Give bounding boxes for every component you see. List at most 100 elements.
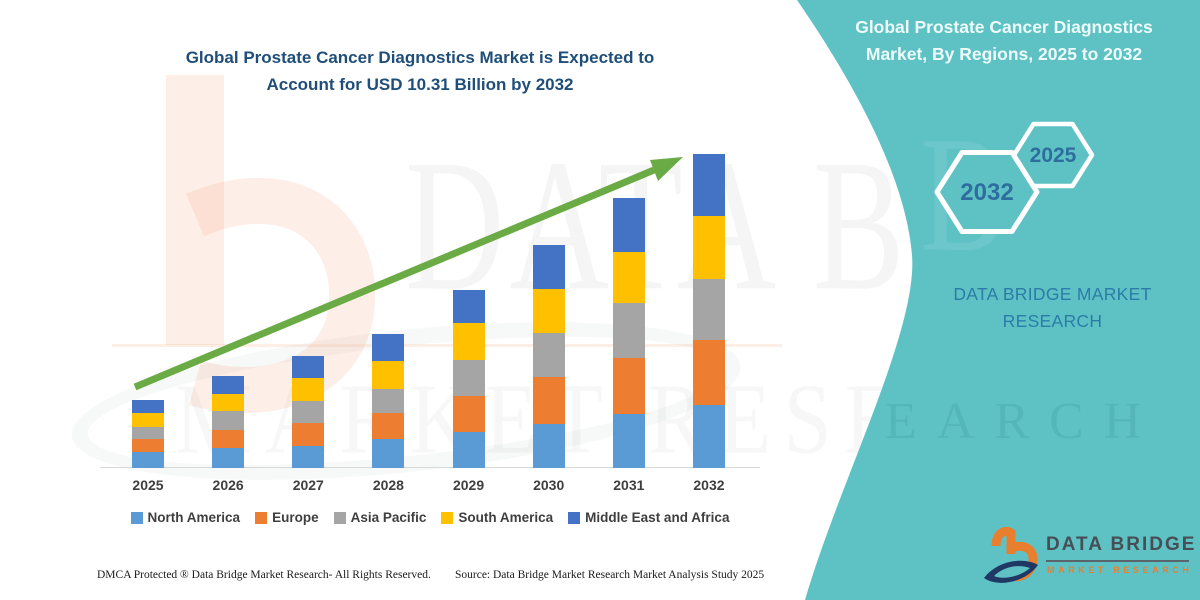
bar-2027 [292, 355, 325, 468]
chart-title-line2: Account for USD 10.31 Billion by 2032 [266, 75, 574, 94]
bar-2029 [452, 290, 485, 468]
bar-segment-2025-south-america [132, 413, 164, 428]
bar-segment-2032-middle-east-and-africa [692, 153, 725, 217]
bar-segment-2029-south-america [452, 322, 485, 360]
teal-panel-shape [797, 0, 1200, 600]
hexagon-2032-label: 2032 [960, 179, 1013, 206]
source-note: Source: Data Bridge Market Research Mark… [455, 569, 765, 581]
bar-segment-2032-europe [692, 340, 725, 405]
databridge-logo: DATA BRIDGE MARKET RESEARCH [982, 524, 1197, 594]
legend-swatch [333, 511, 346, 524]
year-hexagons: 2032 2025 [934, 121, 1095, 234]
bar-segment-2030-middle-east-and-africa [532, 244, 565, 290]
bar-segment-2029-europe [452, 395, 485, 433]
bar-segment-2026-europe [212, 429, 245, 448]
legend-item-middle-east-and-africa: Middle East and Africa [568, 510, 729, 525]
dmca-notice: DMCA Protected ® Data Bridge Market Rese… [97, 569, 431, 581]
brand-wordmark: DATA BRIDGE MARKET RESEARCH [900, 281, 1200, 335]
bar-2026 [212, 376, 245, 468]
x-label-2029: 2029 [452, 477, 485, 493]
bar-segment-2028-asia-pacific [372, 388, 405, 414]
x-label-2028: 2028 [372, 477, 404, 493]
bar-segment-2031-north-america [612, 413, 645, 468]
bar-segment-2027-asia-pacific [292, 400, 325, 423]
brand-wordmark-line2: RESEARCH [1002, 311, 1103, 331]
hexagon-2025-label: 2025 [1030, 144, 1077, 167]
bar-2031 [612, 197, 645, 468]
bar-segment-2029-asia-pacific [452, 359, 485, 396]
x-label-2031: 2031 [613, 477, 645, 493]
trend-arrow-head [650, 157, 683, 181]
legend-label: Europe [272, 510, 319, 525]
legend-swatch [255, 511, 268, 524]
bar-segment-2031-europe [612, 358, 645, 414]
bar-segment-2030-south-america [532, 289, 565, 334]
hexagon-2032 [934, 150, 1040, 234]
bar-segment-2028-north-america [372, 439, 405, 468]
legend-swatch [568, 511, 581, 524]
bar-segment-2028-europe [372, 413, 405, 440]
bar-segment-2030-europe [532, 377, 565, 424]
legend: North America Europe Asia Pacific South Ame… [88, 510, 772, 525]
brand-wordmark-line1: DATA BRIDGE MARKET [953, 284, 1152, 304]
legend-swatch [130, 511, 143, 524]
logo-name-text: DATA BRIDGE [1046, 534, 1197, 555]
databridge-logo-icon [984, 526, 1038, 583]
bar-segment-2026-asia-pacific [212, 411, 245, 430]
bar-segment-2028-south-america [372, 361, 405, 389]
x-label-2032: 2032 [693, 477, 725, 493]
bar-segment-2025-asia-pacific [132, 427, 164, 439]
legend-item-asia-pacific: Asia Pacific [333, 510, 427, 525]
bar-segment-2025-europe [132, 438, 164, 453]
hexagon-2025 [1011, 121, 1095, 189]
bar-2032 [692, 153, 725, 468]
legend-label: Middle East and Africa [585, 510, 730, 525]
bar-segment-2032-north-america [692, 404, 725, 468]
legend-label: North America [147, 510, 241, 525]
x-label-2027: 2027 [292, 477, 324, 493]
bar-segment-2032-asia-pacific [692, 279, 725, 341]
bar-segment-2030-north-america [532, 423, 565, 468]
chart-title-line1: Global Prostate Cancer Diagnostics Marke… [185, 48, 655, 67]
bar-2025 [132, 400, 164, 468]
bar-segment-2027-north-america [292, 445, 325, 468]
bar-2028 [372, 333, 405, 468]
right-panel-title-line1: Global Prostate Cancer Diagnostics [855, 17, 1153, 37]
bar-segment-2027-middle-east-and-africa [292, 355, 325, 378]
chart-title: Global Prostate Cancer Diagnostics Marke… [95, 44, 745, 98]
x-label-2026: 2026 [212, 477, 244, 493]
bar-segment-2029-middle-east-and-africa [452, 290, 485, 323]
bar-segment-2028-middle-east-and-africa [372, 333, 405, 362]
bar-segment-2027-south-america [292, 378, 325, 401]
bar-segment-2026-north-america [212, 447, 245, 468]
bar-segment-2032-south-america [692, 216, 725, 280]
bar-segment-2027-europe [292, 423, 325, 446]
legend-item-south-america: South America [441, 510, 553, 525]
trend-arrow-shaft [133, 166, 656, 391]
right-panel-title: Global Prostate Cancer Diagnostics Marke… [818, 14, 1190, 68]
legend-item-north-america: North America [130, 510, 241, 525]
legend-label: Asia Pacific [350, 510, 427, 525]
bar-segment-2025-middle-east-and-africa [132, 400, 164, 414]
legend-label: South America [458, 510, 554, 525]
x-label-2025: 2025 [132, 477, 164, 493]
bar-segment-2031-asia-pacific [612, 303, 645, 359]
legend-swatch [441, 511, 454, 524]
bar-segment-2031-south-america [612, 252, 645, 304]
x-axis-line [100, 467, 760, 468]
bar-segment-2026-south-america [212, 393, 245, 412]
bar-segment-2026-middle-east-and-africa [212, 376, 245, 394]
logo-divider [1046, 560, 1189, 562]
logo-subtitle-text: MARKET RESEARCH [1047, 565, 1193, 575]
bar-segment-2025-north-america [132, 452, 164, 468]
x-label-2030: 2030 [533, 477, 565, 493]
legend-item-europe: Europe [255, 510, 319, 525]
bar-segment-2029-north-america [452, 432, 485, 468]
right-panel-title-line2: Market, By Regions, 2025 to 2032 [865, 44, 1143, 64]
bar-segment-2030-asia-pacific [532, 333, 565, 378]
bar-segment-2031-middle-east-and-africa [612, 197, 645, 253]
